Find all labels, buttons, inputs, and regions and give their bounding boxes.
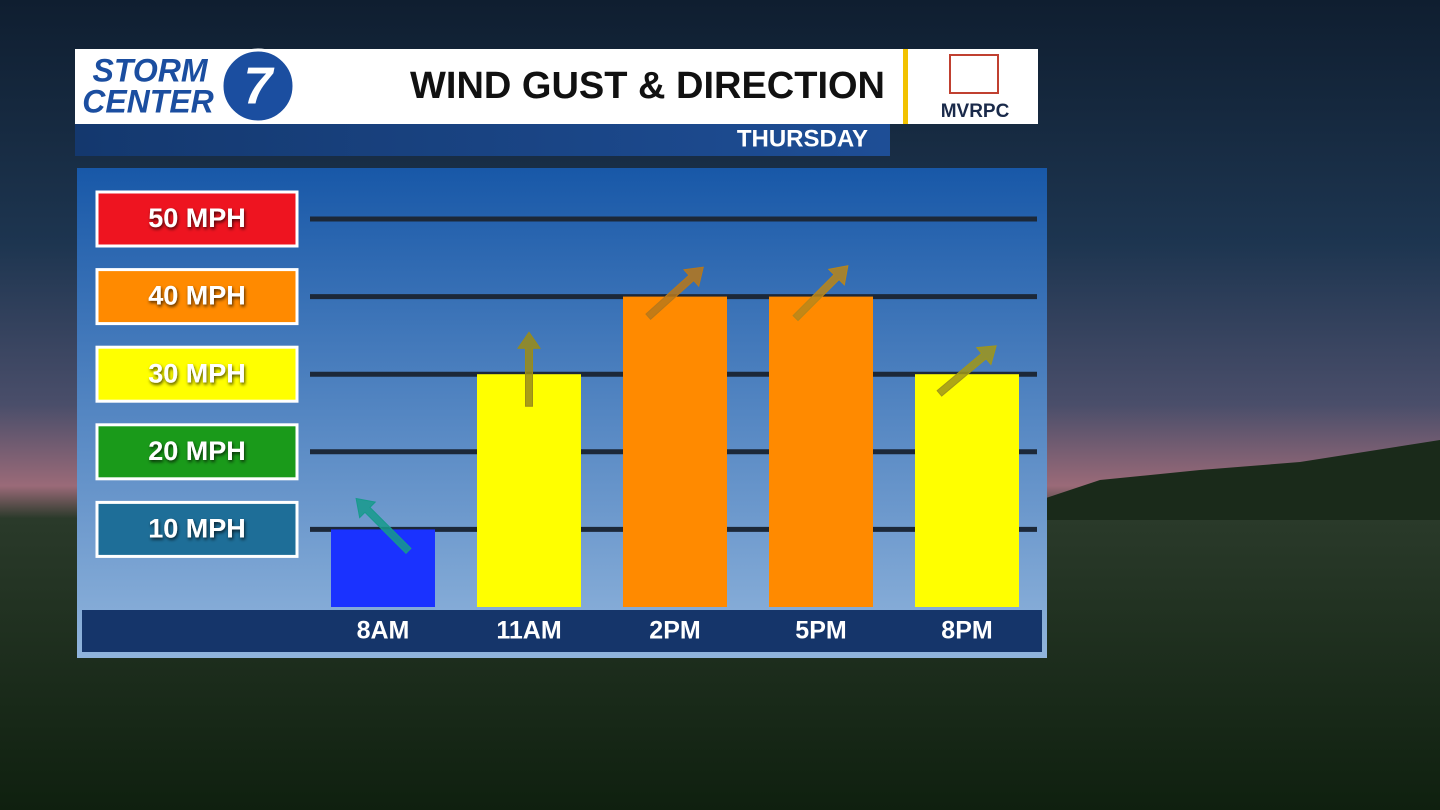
bar	[915, 374, 1019, 607]
bar	[477, 374, 581, 607]
bar	[769, 296, 873, 607]
wind-arrow-shape	[936, 345, 997, 397]
wind-arrow-shape	[792, 265, 849, 322]
wind-arrow	[792, 265, 849, 322]
category-band	[82, 610, 1042, 652]
wind-arrow-shape	[517, 331, 541, 407]
wind-arrow	[355, 497, 412, 555]
tree-line	[1040, 440, 1440, 520]
chart-subtitle: THURSDAY	[737, 125, 868, 152]
y-tick-box	[95, 345, 299, 403]
wind-arrow	[936, 345, 997, 397]
x-tick-label: 2PM	[649, 617, 700, 645]
y-tick-box	[95, 268, 299, 326]
y-tick-box	[95, 423, 299, 481]
wind-arrow	[645, 266, 704, 320]
wind-arrow-shape	[645, 266, 704, 320]
y-tick-label: 10 MPH	[148, 514, 246, 544]
y-tick-box	[95, 190, 299, 248]
sponsor: MVRPC	[941, 101, 1010, 122]
x-tick-label: 5PM	[795, 617, 846, 645]
y-tick-box	[95, 500, 299, 558]
logo-line1: STORM	[93, 52, 209, 88]
chart-title: WIND GUST & DIRECTION	[410, 65, 885, 107]
x-tick-label: 8PM	[941, 617, 992, 645]
logo-line2: CENTER	[82, 83, 214, 119]
y-tick-label: 30 MPH	[148, 358, 246, 388]
y-tick-label: 50 MPH	[148, 203, 246, 233]
wind-arrow	[517, 331, 541, 407]
logo-number: 7	[244, 58, 275, 116]
subtitle-strip	[75, 124, 890, 156]
bar	[331, 529, 435, 607]
logo-circle	[220, 48, 296, 124]
wind-arrow-shape	[355, 497, 412, 555]
bar	[623, 296, 727, 607]
y-tick-label: 40 MPH	[148, 281, 246, 311]
sponsor-icon	[949, 54, 999, 94]
x-tick-label: 11AM	[496, 617, 561, 645]
header-divider	[903, 49, 908, 124]
y-tick-label: 20 MPH	[148, 436, 246, 466]
x-tick-label: 8AM	[357, 617, 410, 645]
